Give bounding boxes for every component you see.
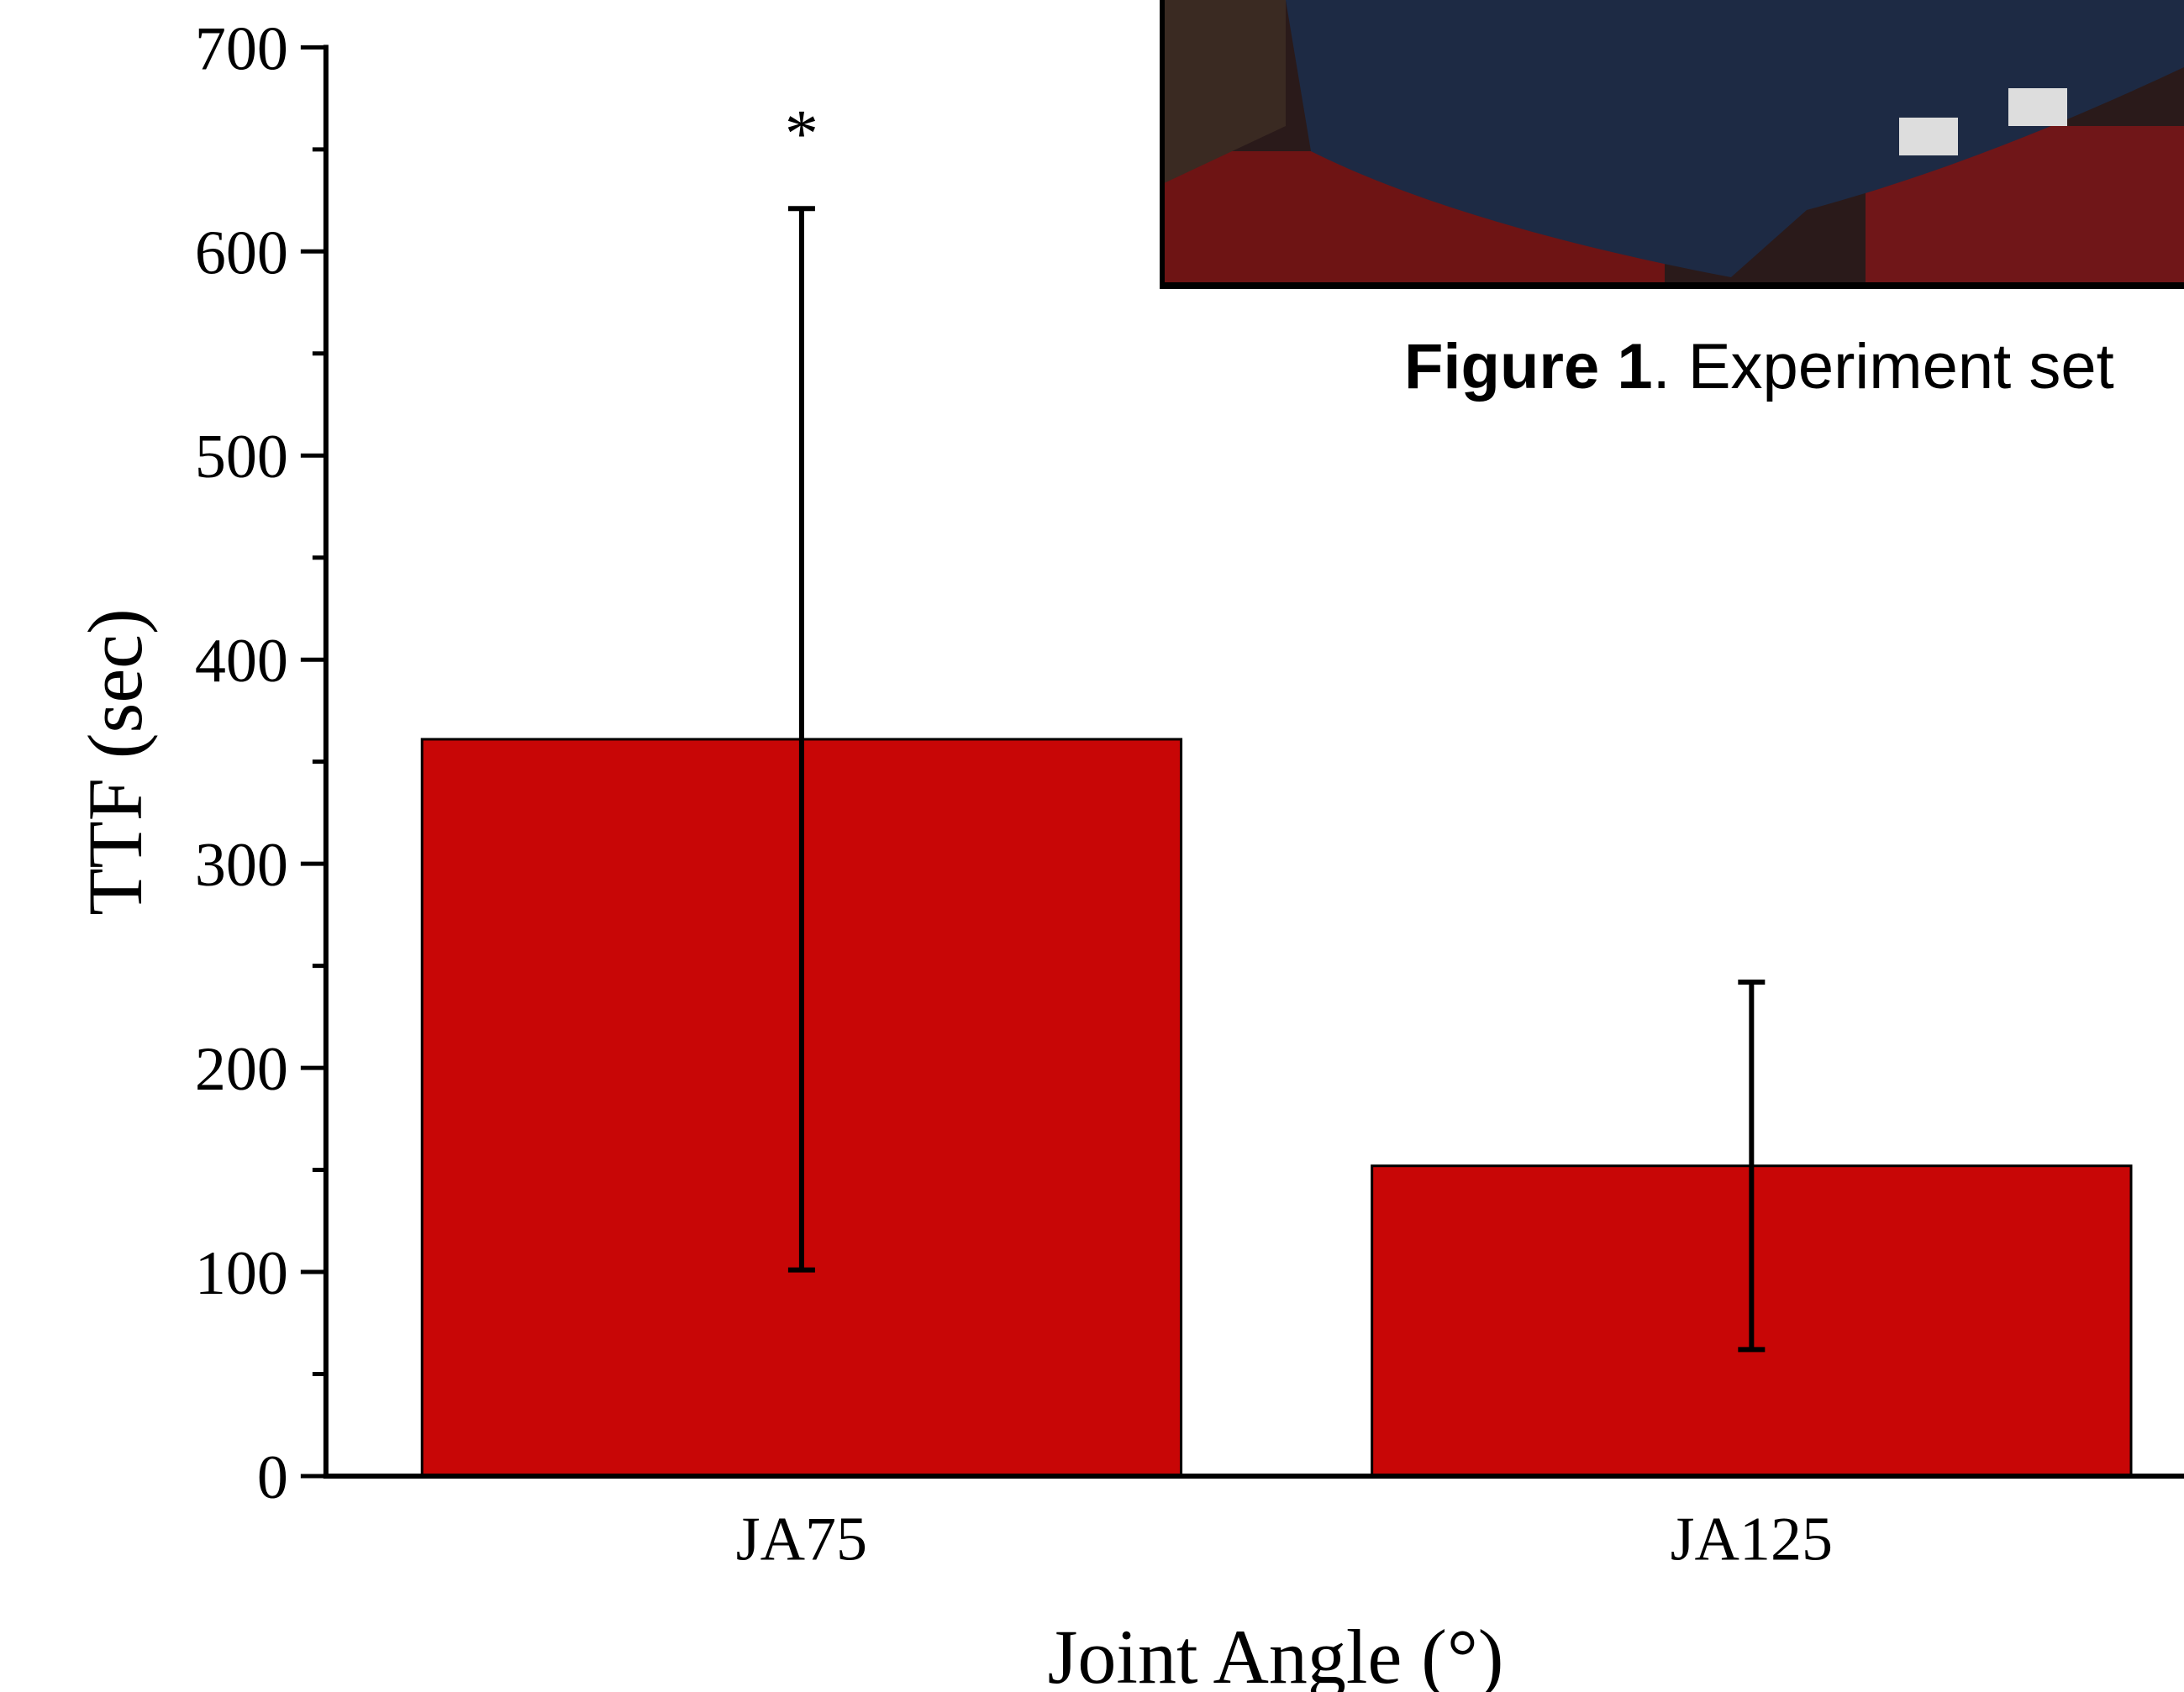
y-tick-label: 100	[195, 1239, 288, 1308]
y-tick-label: 500	[195, 423, 288, 491]
page: Figure 1. Experiment set TTF (sec) Joint…	[0, 0, 2184, 1692]
caption-label: Figure 1	[1404, 331, 1653, 402]
y-tick-label: 400	[195, 627, 288, 696]
y-axis-title: TTF (sec)	[72, 608, 158, 915]
y-tick-label: 0	[257, 1443, 288, 1512]
photo	[1160, 0, 2184, 288]
x-tick-label: JA125	[1671, 1505, 1833, 1574]
y-tick-label: 300	[195, 831, 288, 900]
figure: Figure 1. Experiment set TTF (sec) Joint…	[0, 0, 2184, 1692]
caption: Figure 1. Experiment set	[1404, 331, 2114, 402]
y-tick-label: 600	[195, 218, 288, 287]
y-tick-label: 200	[195, 1035, 288, 1104]
y-tick-label: 700	[195, 14, 288, 83]
x-axis-title: Joint Angle (°)	[1048, 1614, 1504, 1692]
x-tick-label: JA75	[736, 1505, 867, 1574]
photo-electrode	[2008, 88, 2067, 126]
photo-electrode	[1899, 118, 1958, 155]
annotation: *	[785, 97, 818, 171]
caption-text: . Experiment set	[1653, 331, 2114, 402]
